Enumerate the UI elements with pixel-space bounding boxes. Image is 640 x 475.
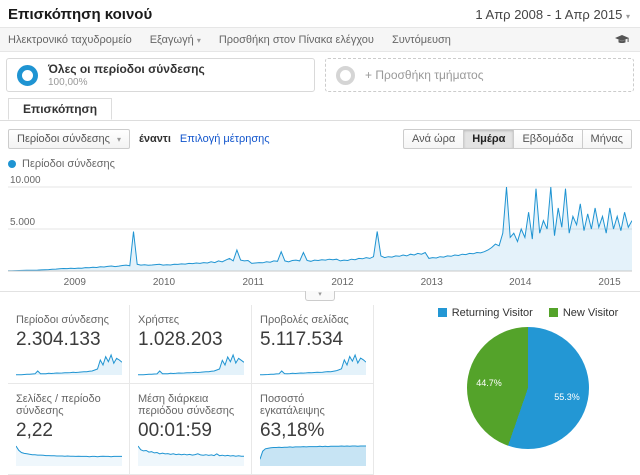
granularity-week-button[interactable]: Εβδομάδα <box>514 129 583 149</box>
metric-card-sessions[interactable]: Περίοδοι σύνδεσης 2.304.133 <box>8 305 130 383</box>
metric-label: Χρήστες <box>138 314 180 326</box>
metric-value: 00:01:59 <box>138 420 212 441</box>
users-sparkline <box>138 353 244 376</box>
bounce-rate-sparkline <box>260 445 366 466</box>
collapse-chart-button[interactable]: ▾ <box>305 291 335 301</box>
export-button[interactable]: Εξαγωγή ▾ <box>150 34 201 46</box>
granularity-button-group: Ανά ώρα Ημέρα Εβδομάδα Μήνας <box>402 129 632 149</box>
x-axis-tick: 2013 <box>420 277 443 288</box>
pageviews-sparkline <box>260 353 366 376</box>
visitor-type-chart: Returning Visitor New Visitor 55.3% 44.7… <box>424 305 632 475</box>
metric-value: 5.117.534 <box>260 329 344 350</box>
pages-per-session-sparkline <box>16 445 122 466</box>
timeline-legend: Περίοδοι σύνδεσης <box>0 149 640 173</box>
timeline-chart-area: 5.000 10.000 2009 2010 2011 2012 2013 2014 2015 <box>0 173 640 289</box>
pie-label-returning: 55.3% <box>554 391 580 402</box>
empty-segment-ring-icon <box>336 65 355 85</box>
segment-all-sessions[interactable]: Όλες οι περίοδοι σύνδεσης 100,00% <box>6 58 315 92</box>
x-axis-tick: 2010 <box>152 277 176 288</box>
add-segment-button[interactable]: + Προσθήκη τμήματος <box>325 58 634 92</box>
segment-name: Όλες οι περίοδοι σύνδεσης <box>48 61 205 76</box>
summary-section: Περίοδοι σύνδεσης 2.304.133 Χρήστες 1.02… <box>0 301 640 475</box>
add-segment-label: + Προσθήκη τμήματος <box>365 68 484 82</box>
legend-new-visitor[interactable]: New Visitor <box>548 307 619 319</box>
pie-legend: Returning Visitor New Visitor <box>424 307 632 319</box>
segment-text: Όλες οι περίοδοι σύνδεσης 100,00% <box>48 61 205 88</box>
metric-value: 2,22 <box>16 420 53 441</box>
legend-label: Returning Visitor <box>451 307 533 319</box>
chart-collapse-divider: ▾ <box>0 291 640 301</box>
chevron-down-icon: ▾ <box>625 12 630 21</box>
legend-swatch-green-icon <box>548 308 558 317</box>
legend-label: New Visitor <box>562 307 619 319</box>
metric-card-users[interactable]: Χρήστες 1.028.203 <box>130 305 252 383</box>
segment-percent: 100,00% <box>48 76 88 88</box>
segment-donut-icon <box>17 64 38 86</box>
shortcut-button[interactable]: Συντόμευση <box>391 33 451 46</box>
export-label: Εξαγωγή <box>149 33 194 46</box>
tab-overview[interactable]: Επισκόπηση <box>8 98 113 120</box>
timeline-legend-label: Περίοδοι σύνδεσης <box>22 158 115 170</box>
tab-strip: Επισκόπηση <box>0 98 640 121</box>
metric-picker-row: Περίοδοι σύνδεσης ▾ έναντι Επιλογή μέτρη… <box>0 121 640 149</box>
metric-cards-row-1: Περίοδοι σύνδεσης 2.304.133 Χρήστες 1.02… <box>8 305 374 384</box>
metric-dropdown-value: Περίοδοι σύνδεσης <box>17 133 110 145</box>
series-dot-icon <box>8 160 16 168</box>
metric-dropdown[interactable]: Περίοδοι σύνδεσης ▾ <box>8 129 130 149</box>
date-range-text: 1 Απρ 2008 - 1 Απρ 2015 <box>475 7 623 22</box>
education-cap-icon[interactable] <box>614 34 630 46</box>
add-to-dashboard-button[interactable]: Προσθήκη στον Πίνακα ελέγχου <box>218 33 374 46</box>
metric-label: Προβολές σελίδας <box>260 314 349 326</box>
email-button[interactable]: Ηλεκτρονικό ταχυδρομείο <box>8 33 132 46</box>
x-axis-tick: 2014 <box>509 277 532 288</box>
vs-label: έναντι <box>138 133 171 145</box>
metric-card-bounce-rate[interactable]: Ποσοστό εγκατάλειψης 63,18% <box>252 384 374 474</box>
metric-value: 1.028.203 <box>138 329 223 350</box>
svg-text:5.000: 5.000 <box>10 217 35 228</box>
x-axis-tick: 2015 <box>598 277 621 288</box>
sessions-timeline-chart[interactable]: 5.000 10.000 <box>8 173 633 273</box>
pie-label-new: 44.7% <box>476 378 502 389</box>
metric-label: Σελίδες / περίοδο σύνδεσης <box>16 393 101 417</box>
x-axis-tick: 2009 <box>63 277 86 288</box>
granularity-month-button[interactable]: Μήνας <box>582 129 632 149</box>
svg-text:10.000: 10.000 <box>10 175 41 186</box>
metric-card-avg-session-duration[interactable]: Μέση διάρκεια περιόδου σύνδεσης 00:01:59 <box>130 384 252 474</box>
select-metric-link[interactable]: Επιλογή μέτρησης <box>179 133 270 145</box>
granularity-day-button[interactable]: Ημέρα <box>464 129 515 149</box>
legend-swatch-blue-icon <box>437 308 447 317</box>
metric-cards: Περίοδοι σύνδεσης 2.304.133 Χρήστες 1.02… <box>8 305 374 475</box>
metric-cards-row-2: Σελίδες / περίοδο σύνδεσης 2,22 Μέση διά… <box>8 384 374 475</box>
x-axis-tick: 2012 <box>331 277 354 288</box>
metric-card-pages-per-session[interactable]: Σελίδες / περίοδο σύνδεσης 2,22 <box>8 384 130 474</box>
metric-card-pageviews[interactable]: Προβολές σελίδας 5.117.534 <box>252 305 374 383</box>
x-axis-ticks: 2009 2010 2011 2012 2013 2014 2015 <box>8 276 632 289</box>
metric-value: 2.304.133 <box>16 329 101 350</box>
avg-session-duration-sparkline <box>138 445 244 466</box>
metric-label: Μέση διάρκεια περιόδου σύνδεσης <box>138 393 235 417</box>
chevron-down-icon: ▾ <box>196 35 201 45</box>
metric-label: Ποσοστό εγκατάλειψης <box>260 393 325 417</box>
metric-value: 63,18% <box>260 420 325 441</box>
segments-bar: Όλες οι περίοδοι σύνδεσης 100,00% + Προσ… <box>0 52 640 94</box>
date-range-selector[interactable]: 1 Απρ 2008 - 1 Απρ 2015 ▾ <box>475 7 630 22</box>
x-axis-tick: 2011 <box>242 277 264 288</box>
chevron-down-icon: ▾ <box>116 134 121 144</box>
page-title: Επισκόπηση κοινού <box>8 6 153 23</box>
page-header: Επισκόπηση κοινού 1 Απρ 2008 - 1 Απρ 201… <box>0 0 640 27</box>
sessions-sparkline <box>16 353 122 376</box>
granularity-hour-button[interactable]: Ανά ώρα <box>402 129 465 149</box>
legend-returning-visitor[interactable]: Returning Visitor <box>437 307 533 319</box>
metric-label: Περίοδοι σύνδεσης <box>16 314 109 326</box>
report-toolbar: Ηλεκτρονικό ταχυδρομείο Εξαγωγή ▾ Προσθή… <box>0 27 640 52</box>
visitor-type-pie[interactable]: 55.3% 44.7% <box>467 327 589 449</box>
